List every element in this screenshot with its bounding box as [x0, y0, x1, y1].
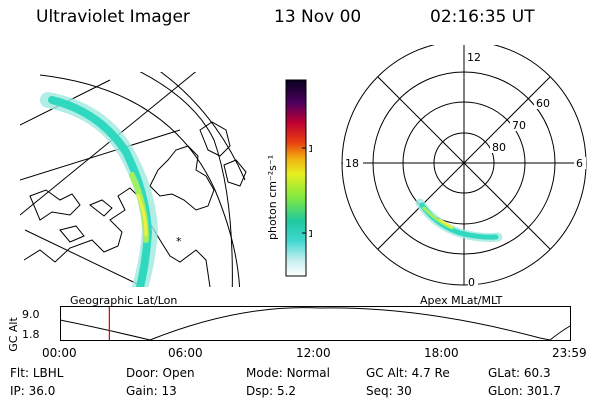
info-ip: IP: 36.0	[10, 384, 56, 398]
time-tick: 23:59	[552, 346, 587, 360]
aurora-band-polar	[415, 198, 503, 242]
right-panel-label: Apex MLat/MLT	[420, 294, 503, 307]
latitude-arc	[39, 74, 241, 287]
mlat-label-70: 70	[512, 119, 526, 132]
info-glon: GLon: 301.7	[488, 384, 561, 398]
mlt-diagonal	[377, 76, 551, 250]
info-dsp: Dsp: 5.2	[246, 384, 297, 398]
altitude-tick-high: 9.0	[22, 308, 40, 321]
info-flt: Flt: LBHL	[10, 366, 64, 380]
colorbar-tick-10: 10	[308, 229, 312, 240]
mlat-label-80: 80	[492, 141, 506, 154]
info-seq: Seq: 30	[366, 384, 412, 398]
coastline	[59, 225, 85, 243]
left-panel-label: Geographic Lat/Lon	[70, 294, 178, 307]
latitude-arc	[139, 72, 233, 287]
time-tick: 00:00	[42, 346, 77, 360]
time-tick: 06:00	[168, 346, 203, 360]
aurora-band-geographic	[40, 92, 159, 287]
time-label: 02:16:35 UT	[430, 7, 535, 27]
coastline	[23, 187, 211, 287]
latitude-arc	[160, 72, 246, 181]
longitude-line	[24, 229, 145, 287]
colorbar-label: photon cm⁻²s⁻¹	[266, 155, 279, 240]
mlat-label-60: 60	[536, 97, 550, 110]
mlt-label-12: 12	[467, 51, 481, 64]
info-glat: GLat: 60.3	[488, 366, 551, 380]
polar-plot: 12 18 6 0 60 70 80	[341, 45, 587, 289]
date-label: 13 Nov 00	[274, 7, 362, 27]
mlt-label-0: 0	[468, 276, 475, 289]
longitude-line	[20, 129, 181, 181]
app-title: Ultraviolet Imager	[36, 7, 190, 27]
coastline	[223, 159, 247, 187]
coastline	[89, 199, 113, 217]
time-tick: 18:00	[424, 346, 459, 360]
altitude-tick-low: 1.8	[22, 328, 40, 341]
info-door: Door: Open	[126, 366, 195, 380]
altitude-plot	[60, 306, 571, 341]
altitude-plot-frame	[60, 306, 571, 341]
coastline	[199, 121, 231, 157]
station-marker-icon: *	[176, 235, 182, 248]
info-gc-alt: GC Alt: 4.7 Re	[366, 366, 450, 380]
colorbar-tick-100: 100	[308, 144, 312, 155]
info-gain: Gain: 13	[126, 384, 177, 398]
altitude-curve	[60, 307, 571, 341]
mlt-label-6: 6	[576, 157, 583, 170]
time-tick: 12:00	[296, 346, 331, 360]
mlt-label-18: 18	[345, 157, 359, 170]
colorbar-gradient	[285, 79, 307, 277]
coastline	[149, 145, 215, 211]
coastline	[29, 189, 81, 221]
info-mode: Mode: Normal	[246, 366, 330, 380]
altitude-axis-label: GC Alt	[6, 317, 20, 352]
colorbar: 100 10 photon cm⁻²s⁻¹	[266, 79, 312, 277]
geographic-map: *	[20, 72, 247, 287]
